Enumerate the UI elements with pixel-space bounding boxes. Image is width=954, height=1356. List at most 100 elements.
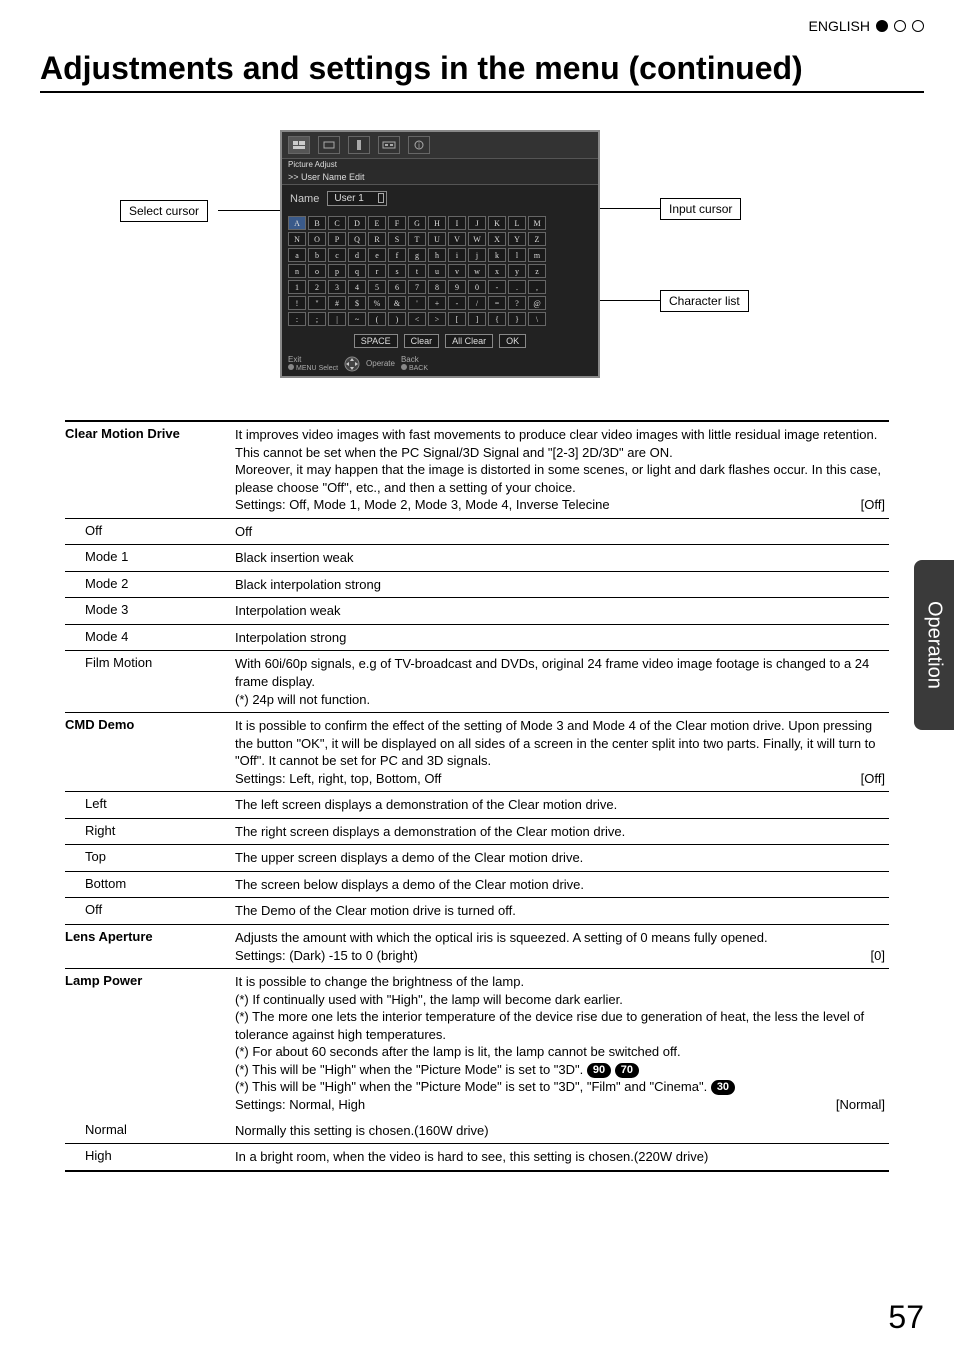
osd-tab-4[interactable] (378, 136, 400, 154)
char-cell[interactable]: ] (468, 312, 486, 326)
char-cell[interactable]: Y (508, 232, 526, 246)
char-cell[interactable]: Z (528, 232, 546, 246)
char-cell[interactable]: % (368, 296, 386, 310)
char-cell[interactable]: | (328, 312, 346, 326)
char-cell[interactable]: e (368, 248, 386, 262)
char-cell[interactable]: q (348, 264, 366, 278)
char-cell[interactable]: w (468, 264, 486, 278)
char-cell[interactable]: # (328, 296, 346, 310)
osd-tab-2[interactable] (318, 136, 340, 154)
char-cell[interactable]: Q (348, 232, 366, 246)
char-cell[interactable]: / (468, 296, 486, 310)
char-cell[interactable]: ( (368, 312, 386, 326)
char-cell[interactable]: ' (408, 296, 426, 310)
char-cell[interactable]: N (288, 232, 306, 246)
char-cell[interactable]: V (448, 232, 466, 246)
char-cell[interactable]: { (488, 312, 506, 326)
char-cell[interactable]: \ (528, 312, 546, 326)
char-cell[interactable]: I (448, 216, 466, 230)
char-cell[interactable]: 5 (368, 280, 386, 294)
char-cell[interactable]: & (388, 296, 406, 310)
char-cell[interactable]: t (408, 264, 426, 278)
char-cell[interactable]: P (328, 232, 346, 246)
char-cell[interactable]: 7 (408, 280, 426, 294)
char-cell[interactable]: , (528, 280, 546, 294)
char-cell[interactable]: L (508, 216, 526, 230)
osd-tab-picture[interactable] (288, 136, 310, 154)
char-cell[interactable]: 6 (388, 280, 406, 294)
char-cell[interactable]: v (448, 264, 466, 278)
char-cell[interactable]: y (508, 264, 526, 278)
char-cell[interactable]: p (328, 264, 346, 278)
char-cell[interactable]: K (488, 216, 506, 230)
char-cell[interactable]: ! (288, 296, 306, 310)
char-cell[interactable]: x (488, 264, 506, 278)
char-cell[interactable]: 4 (348, 280, 366, 294)
char-cell[interactable]: 8 (428, 280, 446, 294)
char-cell[interactable]: - (488, 280, 506, 294)
char-cell[interactable]: z (528, 264, 546, 278)
char-cell[interactable]: M (528, 216, 546, 230)
char-cell[interactable]: m (528, 248, 546, 262)
char-cell[interactable]: r (368, 264, 386, 278)
char-cell[interactable]: > (428, 312, 446, 326)
char-cell[interactable]: c (328, 248, 346, 262)
clear-button[interactable]: Clear (404, 334, 440, 348)
char-cell[interactable]: S (388, 232, 406, 246)
char-cell[interactable]: D (348, 216, 366, 230)
char-cell[interactable]: + (428, 296, 446, 310)
char-cell[interactable]: 0 (468, 280, 486, 294)
char-cell[interactable]: 1 (288, 280, 306, 294)
char-cell[interactable]: T (408, 232, 426, 246)
char-cell[interactable]: s (388, 264, 406, 278)
char-cell[interactable]: [ (448, 312, 466, 326)
char-cell[interactable]: u (428, 264, 446, 278)
ok-button[interactable]: OK (499, 334, 526, 348)
char-cell[interactable]: B (308, 216, 326, 230)
char-cell[interactable]: 9 (448, 280, 466, 294)
char-cell[interactable]: < (408, 312, 426, 326)
char-cell[interactable]: U (428, 232, 446, 246)
char-cell[interactable]: a (288, 248, 306, 262)
osd-name-field[interactable]: User 1 (327, 191, 387, 206)
char-cell[interactable]: o (308, 264, 326, 278)
char-cell[interactable]: H (428, 216, 446, 230)
char-cell[interactable]: k (488, 248, 506, 262)
char-cell[interactable]: A (288, 216, 306, 230)
char-cell[interactable]: j (468, 248, 486, 262)
char-cell[interactable]: F (388, 216, 406, 230)
char-cell[interactable]: l (508, 248, 526, 262)
char-cell[interactable]: O (308, 232, 326, 246)
char-cell[interactable]: ~ (348, 312, 366, 326)
char-cell[interactable]: $ (348, 296, 366, 310)
char-cell[interactable]: } (508, 312, 526, 326)
char-cell[interactable]: X (488, 232, 506, 246)
char-cell[interactable]: ; (308, 312, 326, 326)
char-cell[interactable]: i (448, 248, 466, 262)
char-cell[interactable]: ? (508, 296, 526, 310)
osd-tab-3[interactable] (348, 136, 370, 154)
char-cell[interactable]: R (368, 232, 386, 246)
osd-tab-5[interactable]: i (408, 136, 430, 154)
char-cell[interactable]: " (308, 296, 326, 310)
all-clear-button[interactable]: All Clear (445, 334, 493, 348)
char-cell[interactable]: E (368, 216, 386, 230)
char-cell[interactable]: h (428, 248, 446, 262)
char-cell[interactable]: 3 (328, 280, 346, 294)
char-cell[interactable]: g (408, 248, 426, 262)
char-cell[interactable]: 2 (308, 280, 326, 294)
char-cell[interactable]: : (288, 312, 306, 326)
char-cell[interactable]: d (348, 248, 366, 262)
char-cell[interactable]: ) (388, 312, 406, 326)
char-cell[interactable]: n (288, 264, 306, 278)
char-cell[interactable]: C (328, 216, 346, 230)
char-cell[interactable]: W (468, 232, 486, 246)
character-grid[interactable]: ABCDEFGHIJKLMNOPQRSTUVWXYZabcdefghijklmn… (282, 212, 598, 330)
char-cell[interactable]: = (488, 296, 506, 310)
char-cell[interactable]: J (468, 216, 486, 230)
char-cell[interactable]: . (508, 280, 526, 294)
space-button[interactable]: SPACE (354, 334, 398, 348)
char-cell[interactable]: @ (528, 296, 546, 310)
char-cell[interactable]: - (448, 296, 466, 310)
char-cell[interactable]: f (388, 248, 406, 262)
